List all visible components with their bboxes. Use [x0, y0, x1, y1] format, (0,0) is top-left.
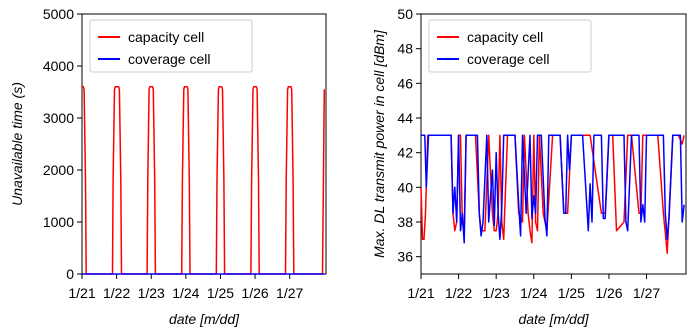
x-tick-label: 1/27	[633, 285, 660, 301]
x-tick-label: 1/21	[407, 285, 434, 301]
series-line-capacity-cell	[420, 134, 685, 254]
series-line-coverage-cell	[421, 134, 685, 244]
x-tick-label: 1/24	[172, 285, 199, 301]
y-tick-label: 46	[397, 75, 413, 91]
x-tick-label: 1/26	[595, 285, 622, 301]
y-tick-label: 1000	[43, 214, 74, 230]
legend-box	[428, 19, 592, 73]
x-tick-label: 1/27	[276, 285, 303, 301]
y-tick-label: 40	[397, 179, 413, 195]
y-tick-label: 0	[66, 266, 74, 282]
x-tick-label: 1/22	[445, 285, 472, 301]
x-axis-title: date [m/dd]	[518, 311, 589, 327]
y-tick-label: 38	[397, 214, 413, 230]
plot-frame	[420, 13, 687, 275]
x-axis-title: date [m/dd]	[169, 311, 240, 327]
legend-label-capacity-cell: capacity cell	[467, 29, 543, 45]
series-group	[82, 86, 326, 275]
legend: capacity cell coverage cell	[89, 19, 253, 73]
y-tick-label: 48	[397, 41, 413, 57]
x-tick-label: 1/25	[558, 285, 585, 301]
y-tick-label: 5000	[43, 6, 74, 22]
x-tick-label: 1/23	[483, 285, 510, 301]
legend-label-capacity-cell: capacity cell	[128, 29, 204, 45]
x-tick-label: 1/25	[207, 285, 234, 301]
y-tick-label: 4000	[43, 58, 74, 74]
y-tick-label: 2000	[43, 162, 74, 178]
x-tick-label: 1/26	[241, 285, 268, 301]
x-tick-label: 1/21	[68, 285, 95, 301]
series-group	[420, 134, 685, 254]
y-tick-label: 3000	[43, 110, 74, 126]
legend-label-coverage-cell: coverage cell	[128, 51, 211, 67]
x-tick-label: 1/24	[520, 285, 547, 301]
x-tick-label: 1/23	[138, 285, 165, 301]
y-tick-label: 50	[397, 6, 413, 22]
legend-label-coverage-cell: coverage cell	[467, 51, 550, 67]
y-axis-title: Max. DL transmit power in cell [dBm]	[371, 29, 387, 258]
legend: capacity cell coverage cell	[428, 19, 592, 73]
y-tick-label: 36	[397, 249, 413, 265]
x-tick-label: 1/22	[103, 285, 130, 301]
y-axis-title: Unavailable time (s)	[9, 82, 25, 206]
legend-box	[89, 19, 253, 73]
y-tick-label: 42	[397, 145, 413, 161]
y-tick-label: 44	[397, 110, 413, 126]
